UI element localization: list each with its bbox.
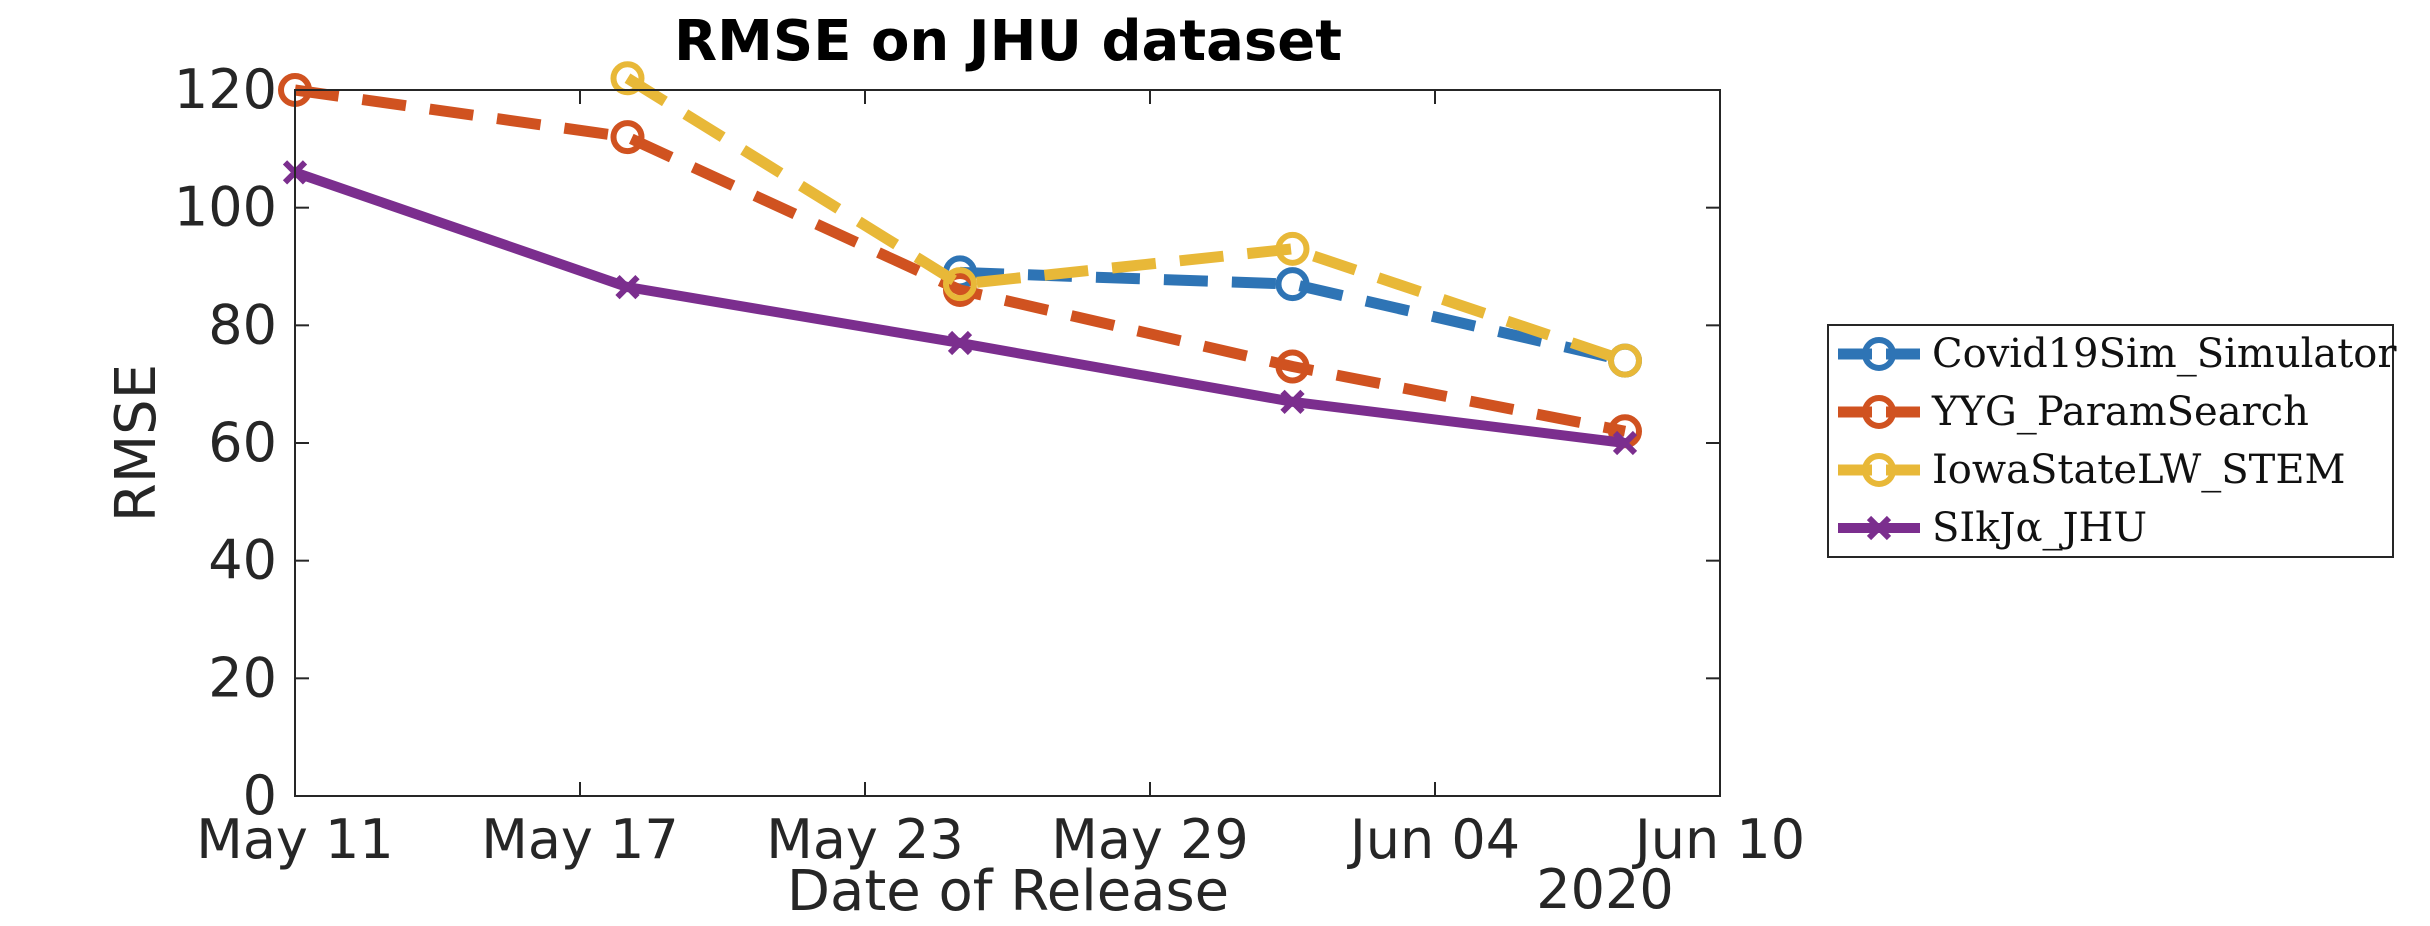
plot-frame <box>294 89 1721 797</box>
legend-item: SIkJα_JHU <box>1838 505 2147 551</box>
legend-swatch-marker <box>1862 395 1896 429</box>
legend-item: Covid19Sim_Simulator <box>1838 331 2397 377</box>
x-tick-label: May 11 <box>196 808 394 871</box>
data-point <box>1275 349 1310 384</box>
data-point <box>1612 430 1638 456</box>
chart-title: RMSE on JHU dataset <box>674 9 1342 74</box>
series-3 <box>282 160 1638 456</box>
x-tick-label: May 29 <box>1051 808 1249 871</box>
data-point <box>610 120 645 155</box>
series-line <box>959 266 1627 366</box>
data-point <box>1275 267 1310 302</box>
data-point <box>615 274 640 300</box>
series-line <box>294 84 1627 437</box>
y-tick-label: 120 <box>174 58 277 121</box>
legend-label: Covid19Sim_Simulator <box>1932 331 2397 377</box>
legend-label: SIkJα_JHU <box>1932 505 2147 551</box>
legend: Covid19Sim_Simulator YYG_ParamSearch IowaS… <box>1827 324 2397 558</box>
legend-item: IowaStateLW_STEM <box>1838 447 2345 493</box>
x-tick-label: May 23 <box>766 808 964 871</box>
x-tick-label: Jun 04 <box>1347 808 1520 871</box>
series-2 <box>610 61 1642 378</box>
data-point <box>947 330 973 356</box>
legend-item: YYG_ParamSearch <box>1838 389 2309 435</box>
y-tick-label: 100 <box>174 176 277 239</box>
y-axis-label: RMSE <box>104 364 169 522</box>
x-tick-label: May 17 <box>481 808 679 871</box>
series-line <box>293 167 1626 448</box>
data-point <box>1280 389 1305 414</box>
y-tick-label: 0 <box>243 764 277 827</box>
x-axis-label: Date of Release <box>787 859 1229 924</box>
legend-label: IowaStateLW_STEM <box>1932 447 2345 493</box>
data-point <box>610 61 645 96</box>
series-line <box>624 73 1627 366</box>
legend-swatch-marker <box>1862 453 1896 487</box>
x-tick-label: Jun 10 <box>1632 808 1805 871</box>
data-point <box>1275 231 1310 266</box>
y-tick-label: 80 <box>208 293 277 356</box>
data-point <box>943 267 977 302</box>
y-tick-label: 40 <box>208 529 277 592</box>
legend-box <box>1827 324 2394 558</box>
legend-swatch-marker <box>1862 337 1896 371</box>
y-tick-label: 20 <box>208 646 277 709</box>
y-tick-label: 60 <box>208 411 277 474</box>
data-point <box>1608 343 1642 378</box>
legend-swatch-marker <box>1866 515 1892 541</box>
x-axis-year-label: 2020 <box>1536 858 1673 921</box>
legend-label: YYG_ParamSearch <box>1931 389 2309 435</box>
